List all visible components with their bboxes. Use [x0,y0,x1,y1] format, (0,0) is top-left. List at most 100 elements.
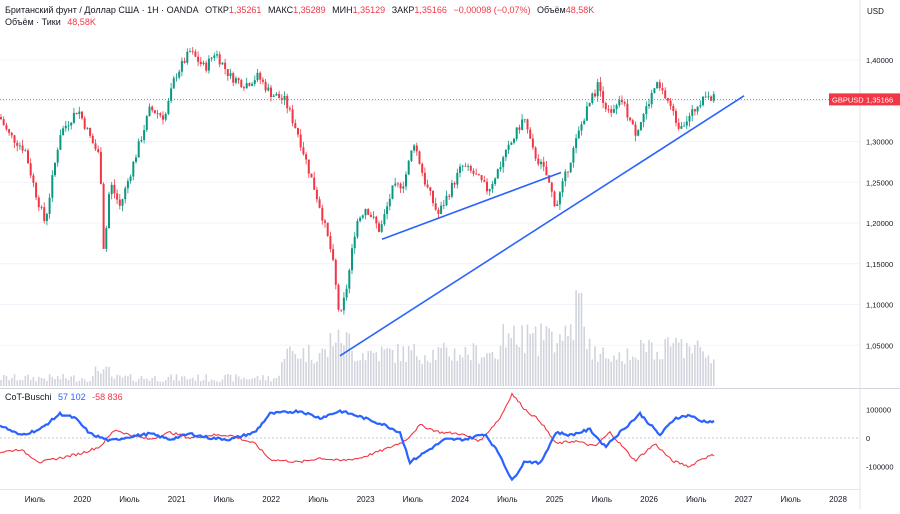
candle-body [288,108,291,110]
time-axis-label: Июль [214,495,234,504]
volume-bar [645,352,648,386]
candle-body [440,205,443,214]
candle-body [91,135,94,144]
indicator-legend[interactable]: CoT-Buschi 57 102 -58 836 [5,392,123,402]
time-axis-label: Июль [119,495,139,504]
candle-body [194,51,197,57]
candles [0,47,715,315]
volume-bars [0,290,715,386]
volume-bar [308,344,310,386]
volume-bar [156,381,159,386]
volume-bar [402,346,405,386]
candle-body [526,119,529,130]
time-axis-label: 2028 [829,495,847,504]
time-axis-label: Июль [781,495,801,504]
candle-body [78,111,81,115]
volume-bar [421,363,423,386]
candle-body [234,78,237,83]
candle-body [197,56,200,62]
volume-label: Объём [537,5,566,15]
candle-body [610,109,613,113]
candle-body [402,186,405,189]
cot-red-line [0,392,715,468]
volume-bar [686,342,688,386]
candle-body [108,194,110,229]
candle-body [326,222,329,237]
candle-body [437,209,440,214]
volume-bar [389,348,391,386]
candle-body [558,192,561,205]
volume-bar [505,347,507,386]
volume-bar [494,358,496,386]
candle-body [615,105,618,110]
candle-body [537,158,540,165]
candle-body [712,94,715,101]
volume-bar [59,379,62,386]
candle-body [189,51,191,53]
volume-bar [691,353,693,386]
candle-body [556,204,559,207]
volume-bar [270,381,272,386]
candle-body [291,109,294,124]
volume-bar [110,376,113,386]
volume-bar [556,343,558,386]
candle-body [510,142,513,145]
volume-bar [675,337,677,386]
candle-body [278,93,281,99]
candle-body [167,100,170,114]
volume-bar [532,332,534,386]
candle-body [2,119,5,126]
candle-body [5,125,8,130]
volume-bar [359,360,361,386]
volume-bar [173,380,175,386]
volume-bar [499,345,502,386]
volume-bar [121,377,124,386]
high-label: МАКС [267,5,294,15]
candle-body [621,100,623,103]
volume-bar [159,381,162,386]
candle-body [151,106,154,111]
price-axis-panel[interactable] [860,0,900,509]
trendline[interactable] [339,95,745,357]
volume-bar [259,379,261,386]
candle-body [683,125,686,127]
volume-bar [321,348,324,386]
volume-bar [164,380,167,386]
candle-body [162,115,164,120]
trendline[interactable] [381,171,562,241]
candle-body [113,184,116,194]
trendlines[interactable] [339,95,745,357]
candle-body [264,81,267,91]
candle-body [488,189,491,192]
currency-label: USD [867,7,884,16]
candle-body [693,109,696,112]
candle-body [369,214,372,217]
volume-bar [572,339,575,386]
symbol-title[interactable]: Британский фунт / Доллар США · 1Н · OAND… [5,5,199,15]
volume-bar [529,334,531,386]
symbol-header[interactable]: Британский фунт / Доллар США · 1Н · OAND… [5,5,594,15]
volume-bar [305,361,307,386]
volume-bar [191,377,194,386]
volume-bar [178,380,180,386]
volume-bar [86,381,89,386]
candle-body [491,183,494,190]
candle-body [332,249,335,260]
volume-bar [8,380,10,386]
candle-body [140,140,143,142]
volume-bar [353,361,356,386]
time-axis-labels[interactable]: Июль 2020 Июль 2021 Июль 2022 Июль 2023 Июль 2024… [25,495,848,504]
volume-bar [475,345,477,386]
candle-body [72,112,75,123]
volume-bar [13,374,16,386]
volume-bar [137,378,140,386]
candle-body [469,165,472,171]
volume-legend[interactable]: Объём · Тики 48,58K [5,17,96,27]
candle-body [496,169,499,179]
candle-body [518,127,521,130]
candle-body [367,209,370,215]
volume-bar [56,376,59,386]
candle-body [604,103,607,110]
volume-bar [378,361,380,386]
